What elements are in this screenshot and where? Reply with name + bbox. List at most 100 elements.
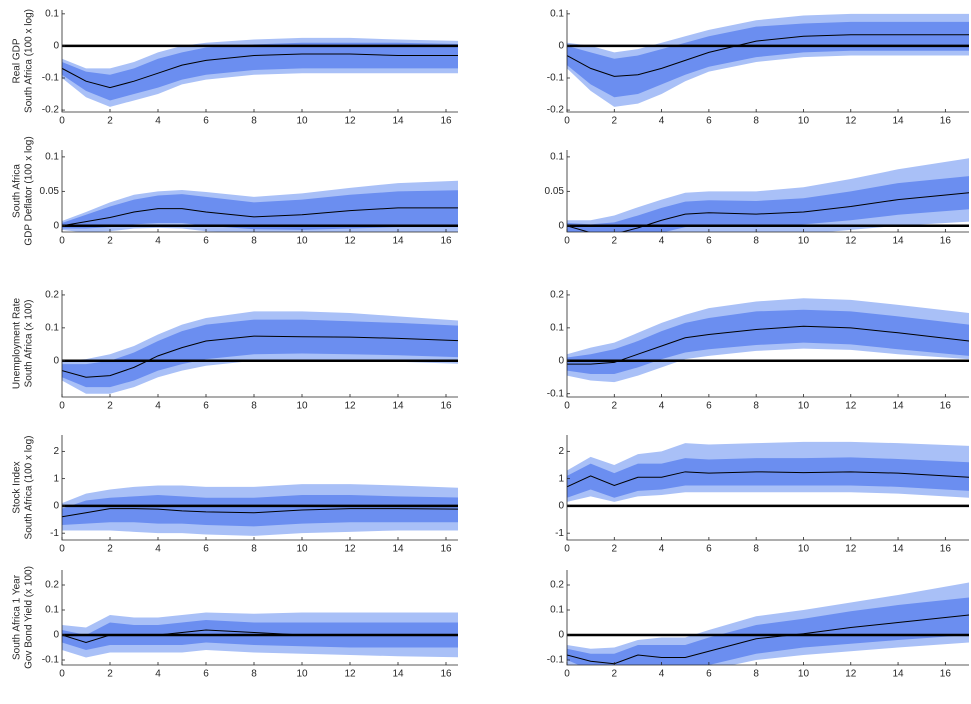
x-tick-label: 4 — [659, 669, 665, 680]
median-line — [62, 629, 458, 644]
median-line — [62, 53, 458, 89]
x-tick-label: 0 — [59, 544, 65, 555]
y-tick-label: 0.2 — [45, 290, 59, 301]
x-tick-label: 8 — [753, 116, 759, 127]
median-line — [567, 325, 969, 365]
x-tick-label: 8 — [753, 544, 759, 555]
x-tick-label: 2 — [612, 669, 618, 680]
confidence-band — [62, 319, 458, 388]
y-tick-label: 0.1 — [45, 323, 59, 334]
y-axis-label: South Africa (100 x log) — [24, 9, 35, 113]
x-tick-label: 4 — [155, 544, 161, 555]
x-tick-label: 16 — [940, 544, 952, 555]
panel: 0 2 4 6 8 10 12 14 16 0 0.1 0.2 Unemployment Rate Sou… — [12, 290, 458, 412]
panel: 0 2 4 6 8 10 12 14 16 -0.1 0 0.1 0.2 — [547, 290, 969, 412]
y-axis-label: Unemployment Rate — [12, 297, 23, 389]
x-tick-label: 2 — [107, 116, 113, 127]
panel: 0 2 4 6 8 10 12 14 16 -0.2 -0.1 0 0.1 — [547, 8, 969, 127]
x-tick-label: 14 — [892, 544, 904, 555]
x-tick-label: 6 — [203, 401, 209, 412]
y-tick-label: 0 — [558, 630, 564, 641]
median-line — [567, 614, 969, 665]
x-tick-label: 10 — [798, 236, 810, 247]
x-tick-label: 12 — [845, 669, 857, 680]
y-axis-label: South Africa 1 Year — [12, 574, 23, 660]
x-tick-label: 14 — [892, 401, 904, 412]
x-tick-label: 10 — [296, 236, 308, 247]
median-line — [567, 192, 969, 232]
x-tick-label: 10 — [798, 669, 810, 680]
x-tick-label: 4 — [659, 116, 665, 127]
x-tick-label: 14 — [392, 544, 404, 555]
x-tick-label: 0 — [564, 669, 570, 680]
x-tick-label: 16 — [440, 669, 452, 680]
x-tick-label: 6 — [706, 669, 712, 680]
x-tick-label: 10 — [296, 669, 308, 680]
x-tick-label: 8 — [251, 401, 257, 412]
x-tick-label: 4 — [155, 116, 161, 127]
y-tick-label: 0.1 — [45, 8, 59, 19]
x-tick-label: 12 — [845, 401, 857, 412]
x-tick-label: 2 — [107, 236, 113, 247]
y-axis-label: Stock Index — [12, 461, 23, 513]
plot-area — [567, 13, 969, 107]
x-tick-label: 12 — [344, 236, 356, 247]
x-tick-label: 6 — [706, 116, 712, 127]
y-tick-label: 0.1 — [550, 152, 564, 163]
y-axis-label: Real GDP — [12, 38, 23, 83]
x-tick-label: 8 — [251, 669, 257, 680]
x-tick-label: 16 — [440, 544, 452, 555]
y-tick-label: 0 — [53, 630, 59, 641]
x-tick-label: 0 — [564, 401, 570, 412]
x-tick-label: 4 — [155, 236, 161, 247]
y-tick-label: 0 — [53, 501, 59, 512]
x-tick-label: 6 — [203, 236, 209, 247]
x-tick-label: 6 — [706, 401, 712, 412]
plot-area — [62, 37, 458, 107]
median-line — [62, 508, 458, 518]
x-tick-label: 2 — [107, 401, 113, 412]
panel: 0 2 4 6 8 10 12 14 16 -0.1 0 0.1 0.2 South Africa 1 Y… — [12, 566, 458, 680]
x-tick-label: 0 — [564, 116, 570, 127]
x-tick-label: 8 — [753, 401, 759, 412]
plot-area — [567, 298, 969, 383]
x-tick-label: 2 — [612, 116, 618, 127]
y-tick-label: 0.2 — [45, 580, 59, 591]
x-tick-label: 14 — [392, 401, 404, 412]
x-tick-label: 2 — [612, 544, 618, 555]
x-tick-label: 16 — [440, 236, 452, 247]
panel: 0 2 4 6 8 10 12 14 16 0 0.05 0.1 — [545, 150, 969, 247]
confidence-band — [62, 42, 458, 101]
plot-area — [567, 441, 969, 508]
confidence-band — [62, 495, 458, 527]
x-tick-label: 12 — [344, 116, 356, 127]
median-line — [567, 34, 969, 77]
x-tick-label: 4 — [659, 401, 665, 412]
y-axis-label: South Africa (x 100) — [24, 300, 35, 388]
y-axis-label: Gov Bond Yield (x 100) — [24, 566, 35, 669]
x-tick-label: 6 — [203, 544, 209, 555]
x-tick-label: 10 — [798, 401, 810, 412]
y-tick-label: 0.1 — [550, 605, 564, 616]
y-tick-label: -1 — [50, 528, 59, 539]
y-tick-label: 0.1 — [45, 605, 59, 616]
y-tick-label: -0.1 — [42, 655, 60, 666]
y-tick-label: 0.05 — [545, 186, 565, 197]
x-tick-label: 16 — [940, 401, 952, 412]
x-tick-label: 2 — [612, 401, 618, 412]
plot-area — [567, 582, 969, 665]
y-tick-label: 2 — [558, 446, 564, 457]
x-tick-label: 4 — [659, 236, 665, 247]
median-line — [62, 207, 458, 227]
plot-area — [62, 484, 458, 536]
plot-area — [567, 158, 969, 232]
y-tick-label: 0 — [558, 220, 564, 231]
confidence-band — [567, 457, 969, 498]
x-tick-label: 16 — [440, 116, 452, 127]
x-tick-label: 4 — [155, 669, 161, 680]
confidence-band — [567, 309, 969, 374]
y-tick-label: -0.2 — [42, 105, 60, 116]
x-tick-label: 0 — [59, 669, 65, 680]
x-tick-label: 14 — [392, 116, 404, 127]
